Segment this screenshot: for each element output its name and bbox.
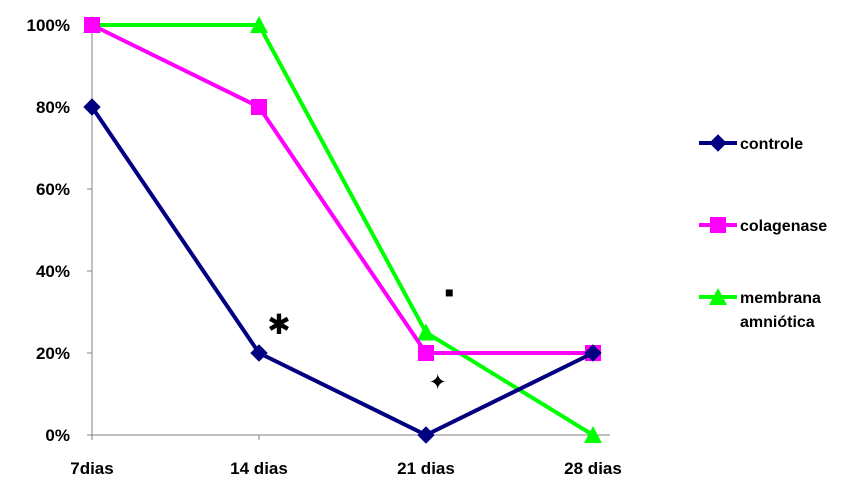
chart-legend: controle colagenase membrana amniótica (699, 134, 827, 331)
chart-axes (87, 24, 610, 440)
data-point (84, 17, 100, 33)
data-point (250, 16, 268, 33)
series-line (92, 23, 595, 437)
x-tick-label: 14 dias (230, 459, 288, 478)
data-point (417, 426, 435, 444)
series-line (90, 105, 594, 438)
series-line (91, 23, 593, 355)
data-point (418, 345, 434, 361)
chart-annotations: ✱ ▪ ✦ (267, 284, 454, 395)
legend-marker (709, 134, 727, 152)
y-axis-tick-labels: 0% 20% 40% 60% 80% 100% (27, 16, 70, 445)
data-point (584, 344, 602, 362)
legend-label: amniótica (740, 314, 815, 331)
y-tick-label: 0% (45, 426, 70, 445)
y-tick-label: 40% (36, 262, 70, 281)
y-tick-label: 80% (36, 98, 70, 117)
y-tick-label: 20% (36, 344, 70, 363)
x-tick-label: 7dias (70, 459, 113, 478)
data-point (584, 426, 602, 443)
x-tick-label: 28 dias (564, 459, 622, 478)
legend-item: controle (699, 134, 803, 153)
annotation-mark: ✱ (267, 308, 290, 341)
y-tick-label: 60% (36, 180, 70, 199)
x-axis-tick-labels: 7dias 14 dias 21 dias 28 dias (70, 459, 622, 478)
annotation-mark: ▪ (445, 284, 455, 300)
data-point (250, 344, 268, 362)
legend-label: colagenase (740, 218, 827, 235)
legend-item: colagenase (699, 217, 827, 235)
data-point (251, 99, 267, 115)
legend-marker (710, 217, 726, 233)
legend-label: controle (740, 136, 803, 153)
annotation-mark: ✦ (428, 370, 446, 395)
y-tick-label: 100% (27, 16, 70, 35)
chart-series (83, 16, 602, 444)
data-point (417, 323, 435, 341)
series-colagenase (84, 17, 601, 361)
x-tick-label: 21 dias (397, 459, 455, 478)
series-controle (83, 98, 602, 444)
legend-item: membrana amniótica (699, 288, 821, 331)
data-point (83, 98, 101, 116)
legend-label: membrana (740, 290, 821, 307)
legend-marker (709, 288, 727, 305)
